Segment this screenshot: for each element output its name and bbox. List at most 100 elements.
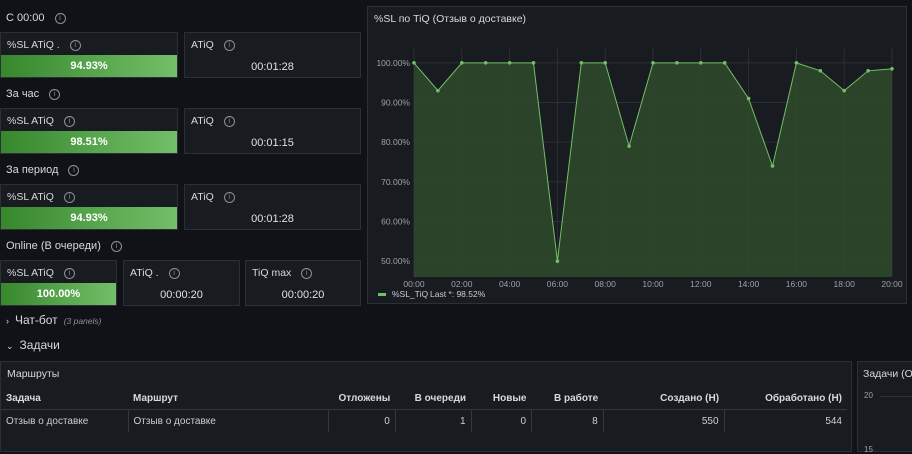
column-header[interactable]: Маршрут — [128, 387, 329, 410]
section-label: За период — [6, 164, 59, 176]
x-tick-label: 00:00 — [403, 279, 425, 289]
table-cell: 8 — [531, 409, 604, 432]
y-tick-label: 80.00% — [381, 137, 410, 147]
panel-title: %SL ATiQ i — [7, 267, 75, 279]
routes-table-panel[interactable]: Маршруты Задача Маршрут Отложены В очере… — [0, 361, 852, 452]
data-point — [675, 61, 679, 65]
panel-title: %SL ATiQ i — [7, 115, 75, 127]
sl-atiq-panel-row1[interactable]: %SL ATiQ .i 94.93% — [0, 32, 178, 78]
side-y-tick: 20 — [864, 391, 873, 400]
panel-title: %SL ATiQ .i — [7, 39, 81, 51]
section-title-online: Online (В очереди) i — [6, 240, 122, 252]
data-point — [699, 61, 703, 65]
data-point — [507, 61, 512, 65]
column-header[interactable]: Создано (Н) — [603, 387, 725, 410]
series-area-fill — [414, 62, 892, 278]
row-label: Чат-бот — [15, 313, 58, 327]
tasks-side-panel[interactable]: Задачи (От 20 15 — [857, 361, 912, 454]
legend-series-label: %SL_TiQ — [392, 289, 428, 299]
side-panel-title: Задачи (От — [863, 368, 912, 380]
data-point — [746, 96, 751, 101]
table-cell: 544 — [825, 415, 842, 427]
panel-title: ATiQ i — [191, 115, 235, 127]
table-cell: 550 — [603, 409, 725, 432]
table-cell: Отзыв о доставке — [128, 409, 330, 432]
routes-table: Задача Маршрут Отложены В очереди Новые … — [1, 387, 847, 432]
atiq-value: 00:01:15 — [251, 137, 294, 149]
data-point — [651, 61, 655, 65]
routes-title: Маршруты — [7, 368, 60, 380]
x-tick-label: 08:00 — [595, 279, 617, 289]
info-icon[interactable]: i — [223, 115, 235, 127]
atiq-panel-row3[interactable]: ATiQ i 00:01:28 — [184, 184, 361, 230]
info-icon[interactable]: i — [63, 191, 75, 203]
data-point — [722, 61, 727, 65]
sl-tiq-chart-panel[interactable]: %SL по TiQ (Отзыв о доставке) 50.00% 60.0… — [367, 6, 907, 304]
column-header[interactable]: Задача — [1, 387, 128, 410]
section-title-per-hour: За час i — [6, 88, 61, 100]
section-title-per-period: За период i — [6, 164, 80, 176]
x-tick-label: 20:00 — [881, 279, 903, 289]
panel-title: ATiQ .i — [130, 267, 180, 279]
info-icon[interactable]: i — [110, 240, 122, 252]
section-title-since-midnight: С 00:00 i — [6, 12, 66, 24]
data-point — [579, 61, 584, 65]
y-tick-label: 60.00% — [381, 216, 410, 226]
chart-title: %SL по TiQ (Отзыв о доставке) — [374, 13, 527, 25]
sl-tiq-chart: 50.00% 60.00% 70.00% 80.00% 90.00% 100.00% 00:… — [376, 47, 903, 299]
info-icon[interactable]: i — [49, 88, 61, 100]
side-gridline — [880, 396, 912, 397]
info-icon[interactable]: i — [223, 191, 235, 203]
data-point — [890, 67, 894, 71]
data-point — [531, 61, 536, 65]
table-cell: 1 — [395, 409, 472, 432]
row-chatbot[interactable]: › Чат-бот (3 panels) — [6, 313, 102, 327]
data-point — [603, 61, 607, 65]
column-header[interactable]: Новые — [471, 387, 532, 410]
sl-atiq-panel-row2[interactable]: %SL ATiQ i 98.51% — [0, 108, 178, 154]
row-tasks[interactable]: ⌄ Задачи — [6, 338, 60, 352]
column-header[interactable]: В работе — [531, 387, 604, 410]
info-icon[interactable]: i — [301, 267, 313, 279]
x-tick-label: 02:00 — [451, 279, 473, 289]
data-point — [866, 68, 870, 73]
info-icon[interactable]: i — [168, 267, 180, 279]
atiq-value: 00:01:28 — [251, 213, 294, 225]
info-icon[interactable]: i — [63, 115, 75, 127]
panel-title: %SL ATiQ i — [7, 191, 75, 203]
x-tick-label: 10:00 — [642, 279, 664, 289]
y-tick-label: 90.00% — [381, 98, 410, 108]
data-point — [460, 61, 464, 65]
table-cell: Отзыв о доставке — [1, 409, 129, 432]
info-icon[interactable]: i — [68, 164, 80, 176]
table-cell: 0 — [471, 409, 533, 432]
y-tick-label: 50.00% — [381, 256, 410, 266]
data-point — [555, 259, 560, 263]
info-icon[interactable]: i — [223, 39, 235, 51]
legend-last-value: Last *: 98.52% — [430, 289, 486, 299]
panel-title: TiQ max i — [252, 267, 313, 279]
info-icon[interactable]: i — [54, 12, 66, 24]
legend-swatch — [378, 293, 386, 296]
column-header[interactable]: Отложены — [328, 387, 396, 410]
sl-value-bar: 94.93% — [1, 207, 177, 229]
tiq-max-panel-row4[interactable]: TiQ max i 00:00:20 — [245, 260, 361, 306]
sl-atiq-panel-row3[interactable]: %SL ATiQ i 94.93% — [0, 184, 178, 230]
column-header[interactable]: В очереди — [395, 387, 472, 410]
x-tick-label: 04:00 — [499, 279, 521, 289]
atiq-panel-row1[interactable]: ATiQ i 00:01:28 — [184, 32, 361, 78]
info-icon[interactable]: i — [69, 39, 81, 51]
atiq-panel-row2[interactable]: ATiQ i 00:01:15 — [184, 108, 361, 154]
data-point — [842, 88, 846, 93]
info-icon[interactable]: i — [63, 267, 75, 279]
row-panel-count: (3 panels) — [63, 316, 102, 326]
panel-title: ATiQ i — [191, 191, 235, 203]
column-header[interactable]: Обработано (Н) — [724, 387, 847, 410]
atiq-panel-row4[interactable]: ATiQ .i 00:00:20 — [123, 260, 240, 306]
data-point — [436, 88, 440, 93]
table-row[interactable]: Отзыв о доставке Отзыв о доставке 0 1 0 … — [1, 409, 847, 432]
chevron-down-icon: ⌄ — [6, 341, 14, 351]
chevron-right-icon: › — [6, 316, 9, 326]
x-tick-label: 12:00 — [690, 279, 712, 289]
sl-atiq-panel-row4[interactable]: %SL ATiQ i 100.00% — [0, 260, 117, 306]
